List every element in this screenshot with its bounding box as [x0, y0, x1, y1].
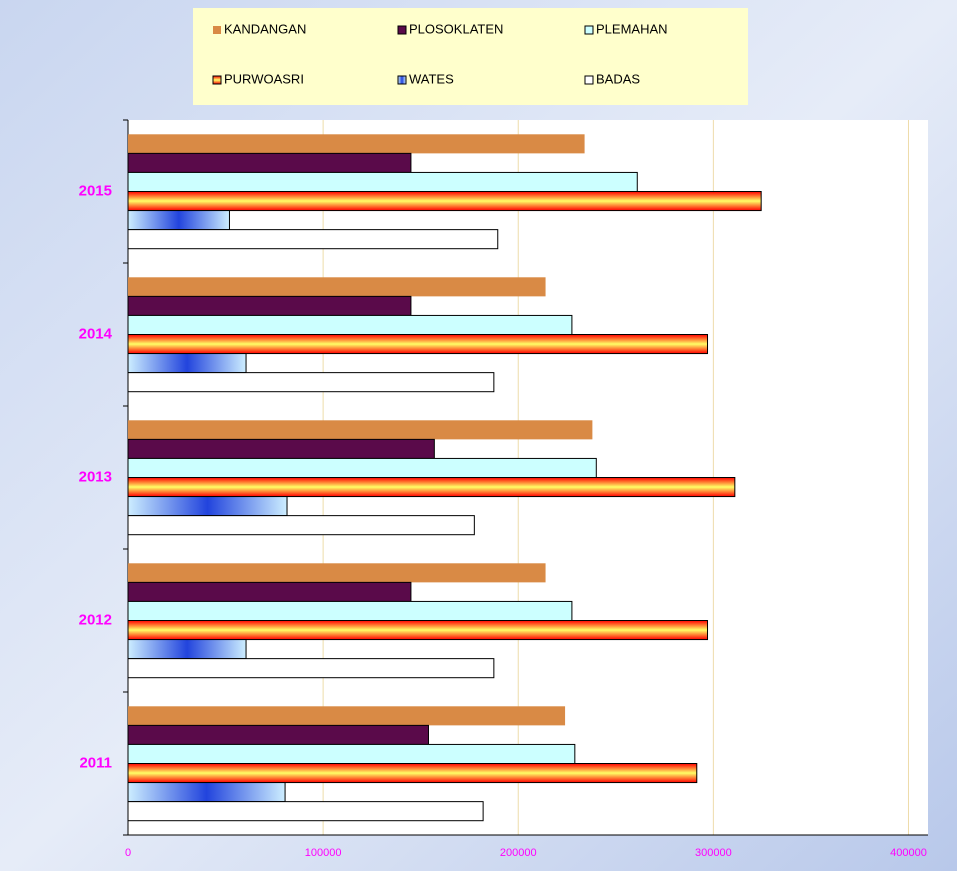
- bar: [127, 724, 429, 745]
- bar: [127, 763, 698, 784]
- legend-label: KANDANGAN: [224, 21, 306, 36]
- bar: [127, 477, 736, 498]
- legend-label: WATES: [409, 71, 454, 86]
- bar: [127, 600, 573, 622]
- y-tick-label: 2015: [79, 182, 112, 199]
- legend-swatch: [212, 75, 222, 85]
- bar: [128, 420, 593, 440]
- y-tick-label: 2012: [79, 611, 112, 628]
- legend-box: [193, 8, 748, 105]
- x-tick-label: 200000: [500, 847, 537, 859]
- legend-swatch: [584, 75, 594, 85]
- legend-swatch: [584, 25, 594, 35]
- bar: [127, 334, 709, 355]
- bar: [127, 372, 495, 393]
- bar: [128, 563, 546, 583]
- x-tick-label: 0: [125, 847, 131, 859]
- bar: [127, 152, 412, 173]
- legend-swatch: [397, 75, 407, 85]
- bar: [127, 620, 709, 641]
- bar: [127, 353, 247, 374]
- bar: [127, 438, 435, 459]
- bar: [127, 171, 638, 192]
- x-tick-label: 300000: [695, 847, 732, 859]
- bar: [128, 706, 566, 726]
- legend-label: PURWOASRI: [224, 71, 304, 86]
- bar: [127, 658, 495, 679]
- bar: [127, 210, 230, 231]
- bar: [127, 457, 597, 478]
- legend-label: PLOSOKLATEN: [409, 21, 503, 36]
- legend-label: BADAS: [596, 71, 640, 86]
- bar: [127, 229, 499, 250]
- bar: [127, 191, 762, 212]
- x-tick-label: 100000: [305, 847, 342, 859]
- y-tick-label: 2014: [79, 325, 113, 342]
- bar: [128, 134, 585, 154]
- bar: [127, 639, 247, 660]
- bar: [127, 581, 412, 602]
- bar: [127, 782, 286, 803]
- y-tick-label: 2013: [79, 468, 112, 485]
- legend-label: PLEMAHAN: [596, 21, 668, 36]
- bar: [127, 743, 576, 765]
- legend-swatch: [397, 25, 407, 35]
- y-tick-label: 2011: [79, 754, 112, 771]
- legend-swatch: [213, 26, 221, 34]
- bar: [127, 515, 475, 536]
- bar: [127, 496, 288, 517]
- bar: [127, 314, 573, 335]
- x-tick-label: 400000: [890, 847, 927, 859]
- bar: [128, 277, 546, 297]
- bar: [127, 295, 412, 316]
- bar: [127, 801, 484, 822]
